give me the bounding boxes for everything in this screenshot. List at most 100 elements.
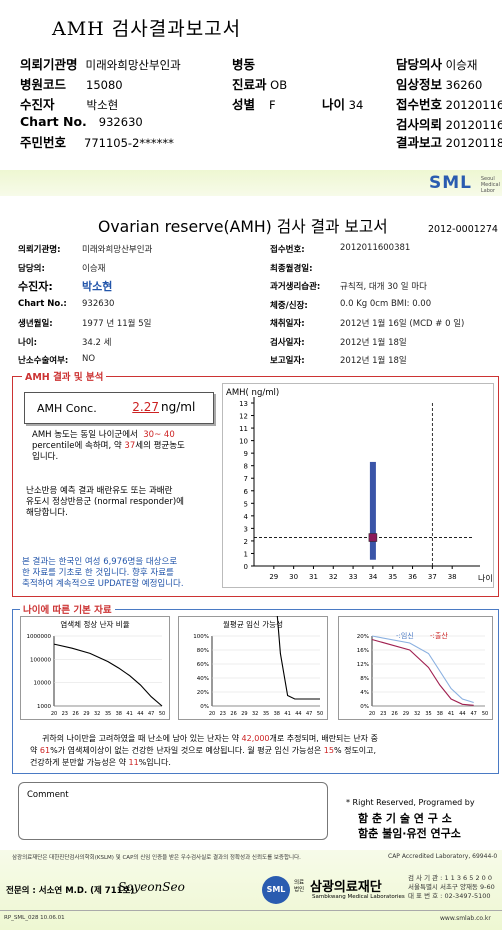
y-tick-label: 20%	[357, 634, 369, 640]
x-tick-label: 32	[252, 711, 258, 717]
series-line-출산	[371, 638, 474, 706]
info-value: 이승재	[82, 263, 106, 274]
signature: SoyeonSeo	[118, 880, 185, 894]
info-value: NO	[82, 354, 96, 364]
lab-name-2: 함춘 불임·유전 연구소	[358, 827, 461, 840]
header-row: 의뢰기관명 미래와희망산부인과	[20, 57, 181, 72]
header-row: 수진자 박소현	[20, 97, 119, 112]
header-row: Chart No. 932630	[20, 114, 143, 129]
comment-box: Comment	[18, 782, 328, 840]
x-tick-label: 26	[230, 711, 236, 717]
x-tick-label: 29	[403, 711, 409, 717]
y-tick-label: 0	[244, 563, 248, 571]
y-tick-label: 0%	[200, 704, 209, 710]
x-tick-label: 35	[388, 573, 397, 581]
info-value: 0.0 Kg 0cm BMI: 0.00	[340, 298, 432, 309]
mini-chart-frame	[20, 616, 170, 720]
sml-logo-sub: Seoul Medical Labor	[480, 176, 500, 194]
x-tick-label: 23	[62, 711, 68, 717]
x-tick-label: 38	[437, 711, 443, 717]
x-tick-label: 47	[471, 711, 477, 717]
info-value: 2012년 1월 16일 (MCD # 0 일)	[340, 319, 465, 329]
x-tick-label: 41	[448, 711, 454, 717]
info-value: 미래와희망산부인과	[82, 245, 153, 255]
y-tick-label: 12%	[357, 662, 369, 668]
x-tick-label: 38	[274, 711, 280, 717]
report-header-band	[0, 170, 502, 196]
y-tick-label: 7	[244, 475, 248, 483]
info-label: 생년월일:	[18, 319, 53, 329]
y-tick-label: 8	[244, 463, 248, 471]
x-tick-label: 35	[105, 711, 111, 717]
x-tick-label: 35	[263, 711, 269, 717]
x-tick-label: 41	[126, 711, 132, 717]
report-code: 2012-0001274	[428, 224, 498, 235]
report-sheet	[0, 170, 502, 935]
x-axis-label: 나이	[478, 573, 493, 583]
y-tick-label: 20%	[197, 690, 209, 696]
foundation-logo-icon: SML	[262, 876, 290, 904]
y-tick-label: 40%	[197, 676, 209, 682]
y-tick-label: 8%	[360, 676, 369, 682]
x-tick-label: 38	[448, 573, 457, 581]
info-value: 932630	[82, 298, 115, 309]
y-tick-label: 4%	[360, 690, 369, 696]
info-label: 수진자:	[18, 280, 53, 293]
cap-text: CAP Accredited Laboratory, 69944-0	[388, 853, 498, 860]
mini-chart-frame	[338, 616, 493, 720]
info-label: 담당의:	[18, 263, 45, 274]
y-tick-label: 11	[239, 425, 248, 433]
y-tick-label: 12	[239, 413, 248, 421]
x-tick-label: 20	[209, 711, 215, 717]
x-tick-label: 29	[241, 711, 247, 717]
info-label: 난소수술여부:	[18, 356, 69, 366]
foundation-name: 삼광의료재단	[310, 880, 382, 895]
x-tick-label: 32	[94, 711, 100, 717]
info-label: 채취일자:	[270, 319, 305, 329]
contact-info: 검 사 기 관 : 1 1 3 6 5 2 0 0 서울특별시 서초구 양재동 9…	[408, 874, 495, 900]
y-tick-label: 5	[244, 500, 248, 508]
info-value: 2012011600381	[340, 243, 411, 253]
age-data-box	[12, 609, 499, 774]
amh-value: 2.27	[132, 400, 159, 414]
info-label: 의뢰기관명:	[18, 245, 61, 255]
x-tick-label: 47	[148, 711, 154, 717]
info-value: 규칙적, 대개 30 일 마다	[340, 282, 427, 292]
x-tick-label: 38	[116, 711, 122, 717]
header-row: 병원코드 15080	[20, 77, 123, 92]
info-label: 검사일자:	[270, 337, 305, 348]
y-tick-label: 3	[244, 525, 248, 533]
x-tick-label: 35	[425, 711, 431, 717]
series-line	[53, 643, 163, 707]
x-tick-label: 32	[414, 711, 420, 717]
series-line	[276, 616, 320, 700]
specialist: 전문의 : 서소연 M.D. (제 711호)	[6, 886, 135, 896]
y-tick-label: 100%	[193, 634, 209, 640]
x-tick-label: 44	[295, 711, 301, 717]
report-title: Ovarian reserve(AMH) 검사 결과 보고서	[98, 217, 388, 236]
x-tick-label: 50	[482, 711, 488, 717]
y-tick-label: 4	[244, 513, 249, 521]
age-summary-text: 귀하의 나이만을 고려하였을 때 난소에 남아 있는 난자는 약 42,000개…	[30, 734, 378, 767]
section-amh-result: AMH 결과 및 분석	[22, 369, 107, 383]
rights-text: * Right Reserved, Programed by	[346, 798, 475, 807]
x-tick-label: 36	[408, 573, 417, 581]
x-tick-label: 23	[220, 711, 226, 717]
mini-chart-title: 월평균 임신 가능성	[223, 619, 283, 629]
x-tick-label: 34	[368, 573, 377, 581]
y-tick-label: 13	[239, 400, 248, 408]
y-axis-label: AMH( ng/ml)	[226, 388, 279, 398]
info-value: 1977 년 11월 5일	[82, 319, 152, 329]
info-label: 나이:	[18, 337, 38, 348]
x-tick-label: 29	[83, 711, 89, 717]
header-row: 주민번호 771105-2******	[20, 135, 174, 150]
amh-interpretation: AMH 농도는 동일 나이군에서 30~ 40 percentile에 속하며,…	[32, 430, 185, 462]
x-tick-label: 33	[349, 573, 358, 581]
website-link[interactable]: www.smlab.co.kr	[440, 915, 491, 922]
x-tick-label: 41	[284, 711, 290, 717]
y-tick-label: 60%	[197, 662, 209, 668]
disclaimer: 삼광의료재단은 대한진단검사의학회(KSLM) 및 CAP의 신임 인증을 받은…	[12, 855, 301, 861]
y-tick-label: 2	[244, 538, 248, 546]
mini-chart-frame	[178, 616, 328, 720]
